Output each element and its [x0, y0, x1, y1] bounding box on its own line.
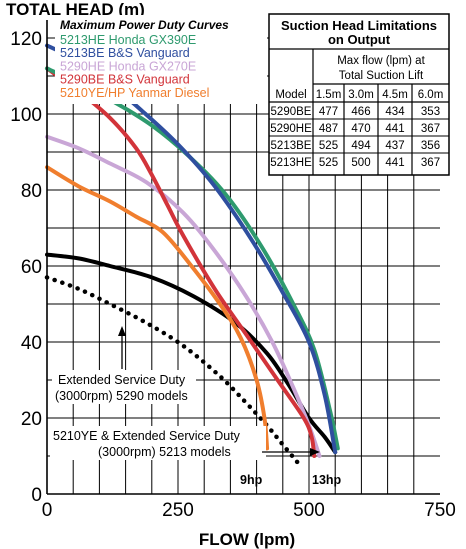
table-cell: 500	[351, 157, 370, 169]
table-cell: 525	[319, 140, 338, 152]
series-line-7	[44, 275, 301, 466]
x-axis-title: FLOW (lpm)	[199, 530, 295, 549]
y-tick-label: 100	[10, 105, 42, 126]
x-tick-label: 0	[42, 500, 53, 521]
label-13hp: 13hp	[312, 473, 342, 487]
legend-item-4: 5290BE B&S Vanguard	[60, 73, 190, 87]
x-tick-label: 500	[293, 500, 325, 521]
table-subtitle-line: Total Suction Lift	[339, 70, 424, 82]
series-line-3	[45, 134, 322, 458]
table-cell: 434	[385, 106, 405, 118]
y-tick-labels: 0 20 40 60 80 100 120	[10, 29, 42, 506]
table-cell: 466	[351, 106, 370, 118]
table-cell: 5213BE	[271, 140, 312, 152]
table-cell: 477	[319, 106, 338, 118]
legend-box	[55, 15, 267, 104]
table-cell: 356	[421, 140, 440, 152]
table-cell: 494	[351, 140, 371, 152]
y-tick-label: 120	[10, 29, 42, 50]
label-9hp: 9hp	[240, 473, 263, 487]
annotation-box-5290	[52, 370, 196, 404]
table-column-header: 1.5m	[316, 89, 342, 101]
table-column-header: 4.5m	[382, 89, 408, 101]
annotation-box-5213	[50, 426, 266, 460]
table-cell: 487	[319, 123, 338, 135]
y-tick-label: 20	[21, 409, 42, 430]
table-title-line: Suction Head Limitations	[281, 18, 437, 33]
table-cell: 367	[421, 123, 440, 135]
table-cell: 525	[319, 157, 338, 169]
legend-item-2: 5213BE B&S Vanguard	[60, 46, 190, 60]
legend-title: Maximum Power Duty Curves	[60, 18, 229, 32]
series-line-4	[45, 66, 317, 458]
table-frame	[268, 13, 450, 176]
table-cell: 5290HE	[270, 123, 312, 135]
x-tick-labels: 0 250 500 750	[42, 500, 456, 521]
table-column-header: 3.0m	[348, 89, 374, 101]
legend-item-1: 5213HE Honda GX390E	[60, 33, 196, 47]
legend: Maximum Power Duty Curves 5213HE Honda G…	[55, 15, 267, 104]
y-tick-label: 60	[21, 257, 42, 278]
table-column-header: Model	[275, 89, 306, 101]
table-cell: 5213HE	[270, 157, 312, 169]
x-tick-label: 750	[424, 500, 456, 521]
y-axis-title: TOTAL HEAD (m)	[6, 0, 145, 19]
table-cell: 367	[421, 157, 440, 169]
y-tick-label: 0	[31, 485, 42, 506]
legend-item-5: 5210YE/HP Yanmar Diesel	[60, 86, 209, 100]
table-cell: 470	[351, 123, 370, 135]
annotation-5213-arrowhead	[310, 448, 320, 456]
series-line-5	[45, 165, 270, 451]
annotations: Extended Service Duty (3000rpm) 5290 mod…	[50, 326, 342, 487]
table-title-line: on Output	[328, 32, 391, 47]
table-column-header: 6.0m	[418, 89, 444, 101]
annotation-5213-line2: (3000rpm) 5213 models	[98, 445, 231, 459]
series-line-6	[45, 252, 338, 455]
y-tick-label: 40	[21, 333, 42, 354]
y-tick-label: 80	[21, 181, 42, 202]
legend-item-3: 5290HE Honda GX270E	[60, 59, 196, 73]
annotation-5290-line1: Extended Service Duty	[58, 373, 186, 387]
table-cell: 441	[385, 123, 404, 135]
table-cell: 437	[385, 140, 404, 152]
annotation-5213-line1: 5210YE & Extended Service Duty	[53, 429, 241, 443]
annotation-5290-line2: (3000rpm) 5290 models	[55, 389, 188, 403]
table-cell: 5290BE	[271, 106, 312, 118]
table-cell: 441	[385, 157, 404, 169]
table-subtitle-line: Max flow (lpm) at	[337, 55, 425, 67]
table-cell: 353	[421, 106, 440, 118]
annotation-5290-arrowhead	[118, 326, 126, 336]
x-tick-label: 250	[162, 500, 194, 521]
